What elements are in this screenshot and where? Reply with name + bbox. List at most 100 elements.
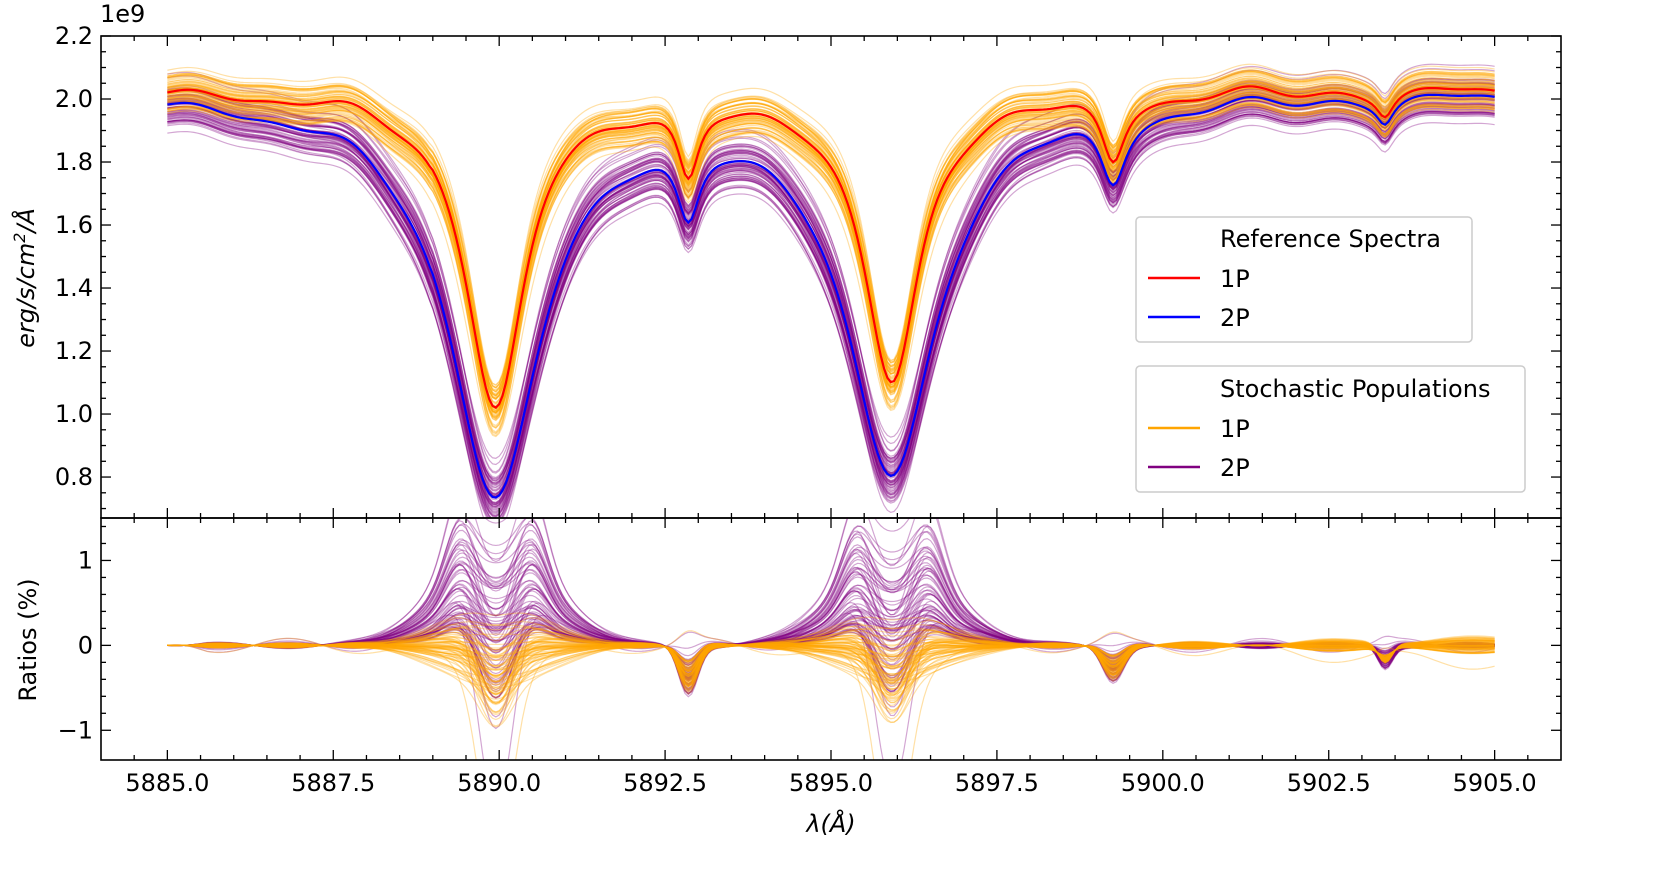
stochastic-2p-line xyxy=(167,89,1495,497)
ratio-2p-line xyxy=(167,612,1495,680)
top-ytick-labels: 0.8 1.0 1.2 1.4 1.6 1.8 2.0 2.2 xyxy=(55,22,93,491)
stochastic-2p-line xyxy=(167,88,1495,506)
stochastic-1p-line xyxy=(167,82,1495,405)
ratio-1p-line xyxy=(167,639,1495,691)
stochastic-1p-line xyxy=(167,97,1495,422)
ratio-2p-line xyxy=(167,564,1495,691)
ratio-1p-line xyxy=(167,637,1495,674)
ratio-2p-line xyxy=(167,543,1495,664)
ratio-2p-line xyxy=(167,523,1495,678)
ratio-1p-line xyxy=(167,629,1495,686)
stochastic-1p-line xyxy=(167,97,1495,437)
ratio-1p-line xyxy=(167,636,1495,707)
stochastic-1p-line xyxy=(167,105,1495,434)
ratio-2p-line xyxy=(167,569,1495,671)
y-tick-label: 1.8 xyxy=(55,148,93,176)
ratio-1p-line xyxy=(167,638,1495,689)
ratio-2p-line xyxy=(167,538,1495,669)
stochastic-1p-line xyxy=(167,77,1495,393)
stochastic-2p-line xyxy=(167,122,1495,517)
stochastic-2p-line xyxy=(167,113,1495,513)
ratio-1p-line xyxy=(167,637,1495,697)
stochastic-2p-line xyxy=(167,82,1495,485)
stochastic-1p-line xyxy=(167,99,1495,419)
ratio-2p-line xyxy=(167,524,1495,687)
stochastic-2p-line xyxy=(167,80,1495,491)
stochastic-2p-line xyxy=(167,101,1495,498)
stochastic-2p-line xyxy=(167,105,1495,508)
x-tick-label: 5890.0 xyxy=(457,769,541,797)
y-tick-label: 1.4 xyxy=(55,274,93,302)
ratio-2p-line xyxy=(167,569,1495,676)
ratio-1p-line xyxy=(167,631,1495,691)
ratio-2p-line xyxy=(167,625,1495,718)
ratio-1p-line xyxy=(167,640,1495,689)
ratio-1p-line xyxy=(167,640,1495,675)
ratio-1p-line xyxy=(167,642,1495,704)
stochastic-1p-line xyxy=(167,88,1495,408)
stochastic-1p-line xyxy=(167,70,1495,388)
ratio-2p-line xyxy=(167,518,1495,681)
stochastic-2p-line xyxy=(167,97,1495,501)
ratio-2p-line xyxy=(167,618,1495,678)
top-plot-lines xyxy=(167,63,1495,518)
x-tick-label: 5895.0 xyxy=(789,769,873,797)
ratio-2p-line xyxy=(167,518,1495,677)
bottom-plot-lines xyxy=(167,518,1495,760)
ratio-1p-line xyxy=(167,641,1495,671)
ratio-1p-line xyxy=(167,639,1495,716)
ratio-2p-line xyxy=(167,617,1495,695)
stochastic-1p-line xyxy=(167,103,1495,414)
ratio-2p-line xyxy=(167,628,1495,684)
ratio-2p-line xyxy=(167,628,1495,691)
ratio-1p-line xyxy=(167,639,1495,683)
stochastic-1p-line xyxy=(167,74,1495,407)
ratio-1p-line xyxy=(167,643,1495,672)
ratio-2p-line xyxy=(167,518,1495,688)
ratio-2p-line xyxy=(167,600,1495,674)
stochastic-1p-line xyxy=(167,88,1495,420)
bottom-xlabel: λ(Å) xyxy=(804,809,855,838)
stochastic-2p-line xyxy=(167,98,1495,489)
legend-label-ref-2p: 2P xyxy=(1220,304,1250,332)
bottom-ytick-labels: −1 0 1 xyxy=(58,546,93,744)
ratio-1p-line xyxy=(167,643,1495,683)
legend: Reference Spectra 1P 2P Stochastic Popul… xyxy=(1135,216,1526,493)
stochastic-2p-line xyxy=(167,96,1495,492)
stochastic-1p-line xyxy=(167,101,1495,435)
ratio-1p-line xyxy=(167,641,1495,684)
stochastic-1p-line xyxy=(167,92,1495,418)
stochastic-1p-line xyxy=(167,72,1495,393)
ratio-1p-line xyxy=(167,643,1495,704)
ratio-2p-line xyxy=(167,601,1495,730)
ratio-1p-line xyxy=(167,643,1495,680)
ratio-2p-line xyxy=(167,519,1495,695)
stochastic-2p-line xyxy=(167,97,1495,513)
stochastic-1p-line xyxy=(167,104,1495,429)
x-tick-label: 5887.5 xyxy=(291,769,375,797)
legend-label-stoch-2p: 2P xyxy=(1220,454,1250,482)
stochastic-1p-line xyxy=(167,89,1495,413)
ratio-2p-line xyxy=(167,626,1495,690)
stochastic-2p-line xyxy=(167,102,1495,507)
top-ylabel: erg/s/cm2/Å xyxy=(10,208,40,348)
ratio-1p-line xyxy=(167,643,1495,692)
stochastic-2p-line xyxy=(167,108,1495,509)
stochastic-1p-line xyxy=(167,103,1495,429)
stochastic-1p-line xyxy=(167,107,1495,410)
ratio-2p-line xyxy=(167,605,1495,691)
stochastic-1p-line xyxy=(167,78,1495,389)
ratio-1p-line xyxy=(167,642,1495,700)
stochastic-2p-line xyxy=(167,68,1495,474)
x-tick-label: 5902.5 xyxy=(1287,769,1371,797)
x-tick-label: 5892.5 xyxy=(623,769,707,797)
stochastic-2p-line xyxy=(167,111,1495,510)
ratio-2p-line xyxy=(167,614,1495,683)
ratio-2p-line xyxy=(167,594,1495,675)
ratio-1p-line xyxy=(167,642,1495,714)
stochastic-1p-line xyxy=(167,80,1495,404)
y-tick-label: −1 xyxy=(58,716,93,744)
y-tick-label: 1.0 xyxy=(55,400,93,428)
ratio-2p-line xyxy=(167,541,1495,682)
legend-box-stochastic xyxy=(1135,365,1526,493)
